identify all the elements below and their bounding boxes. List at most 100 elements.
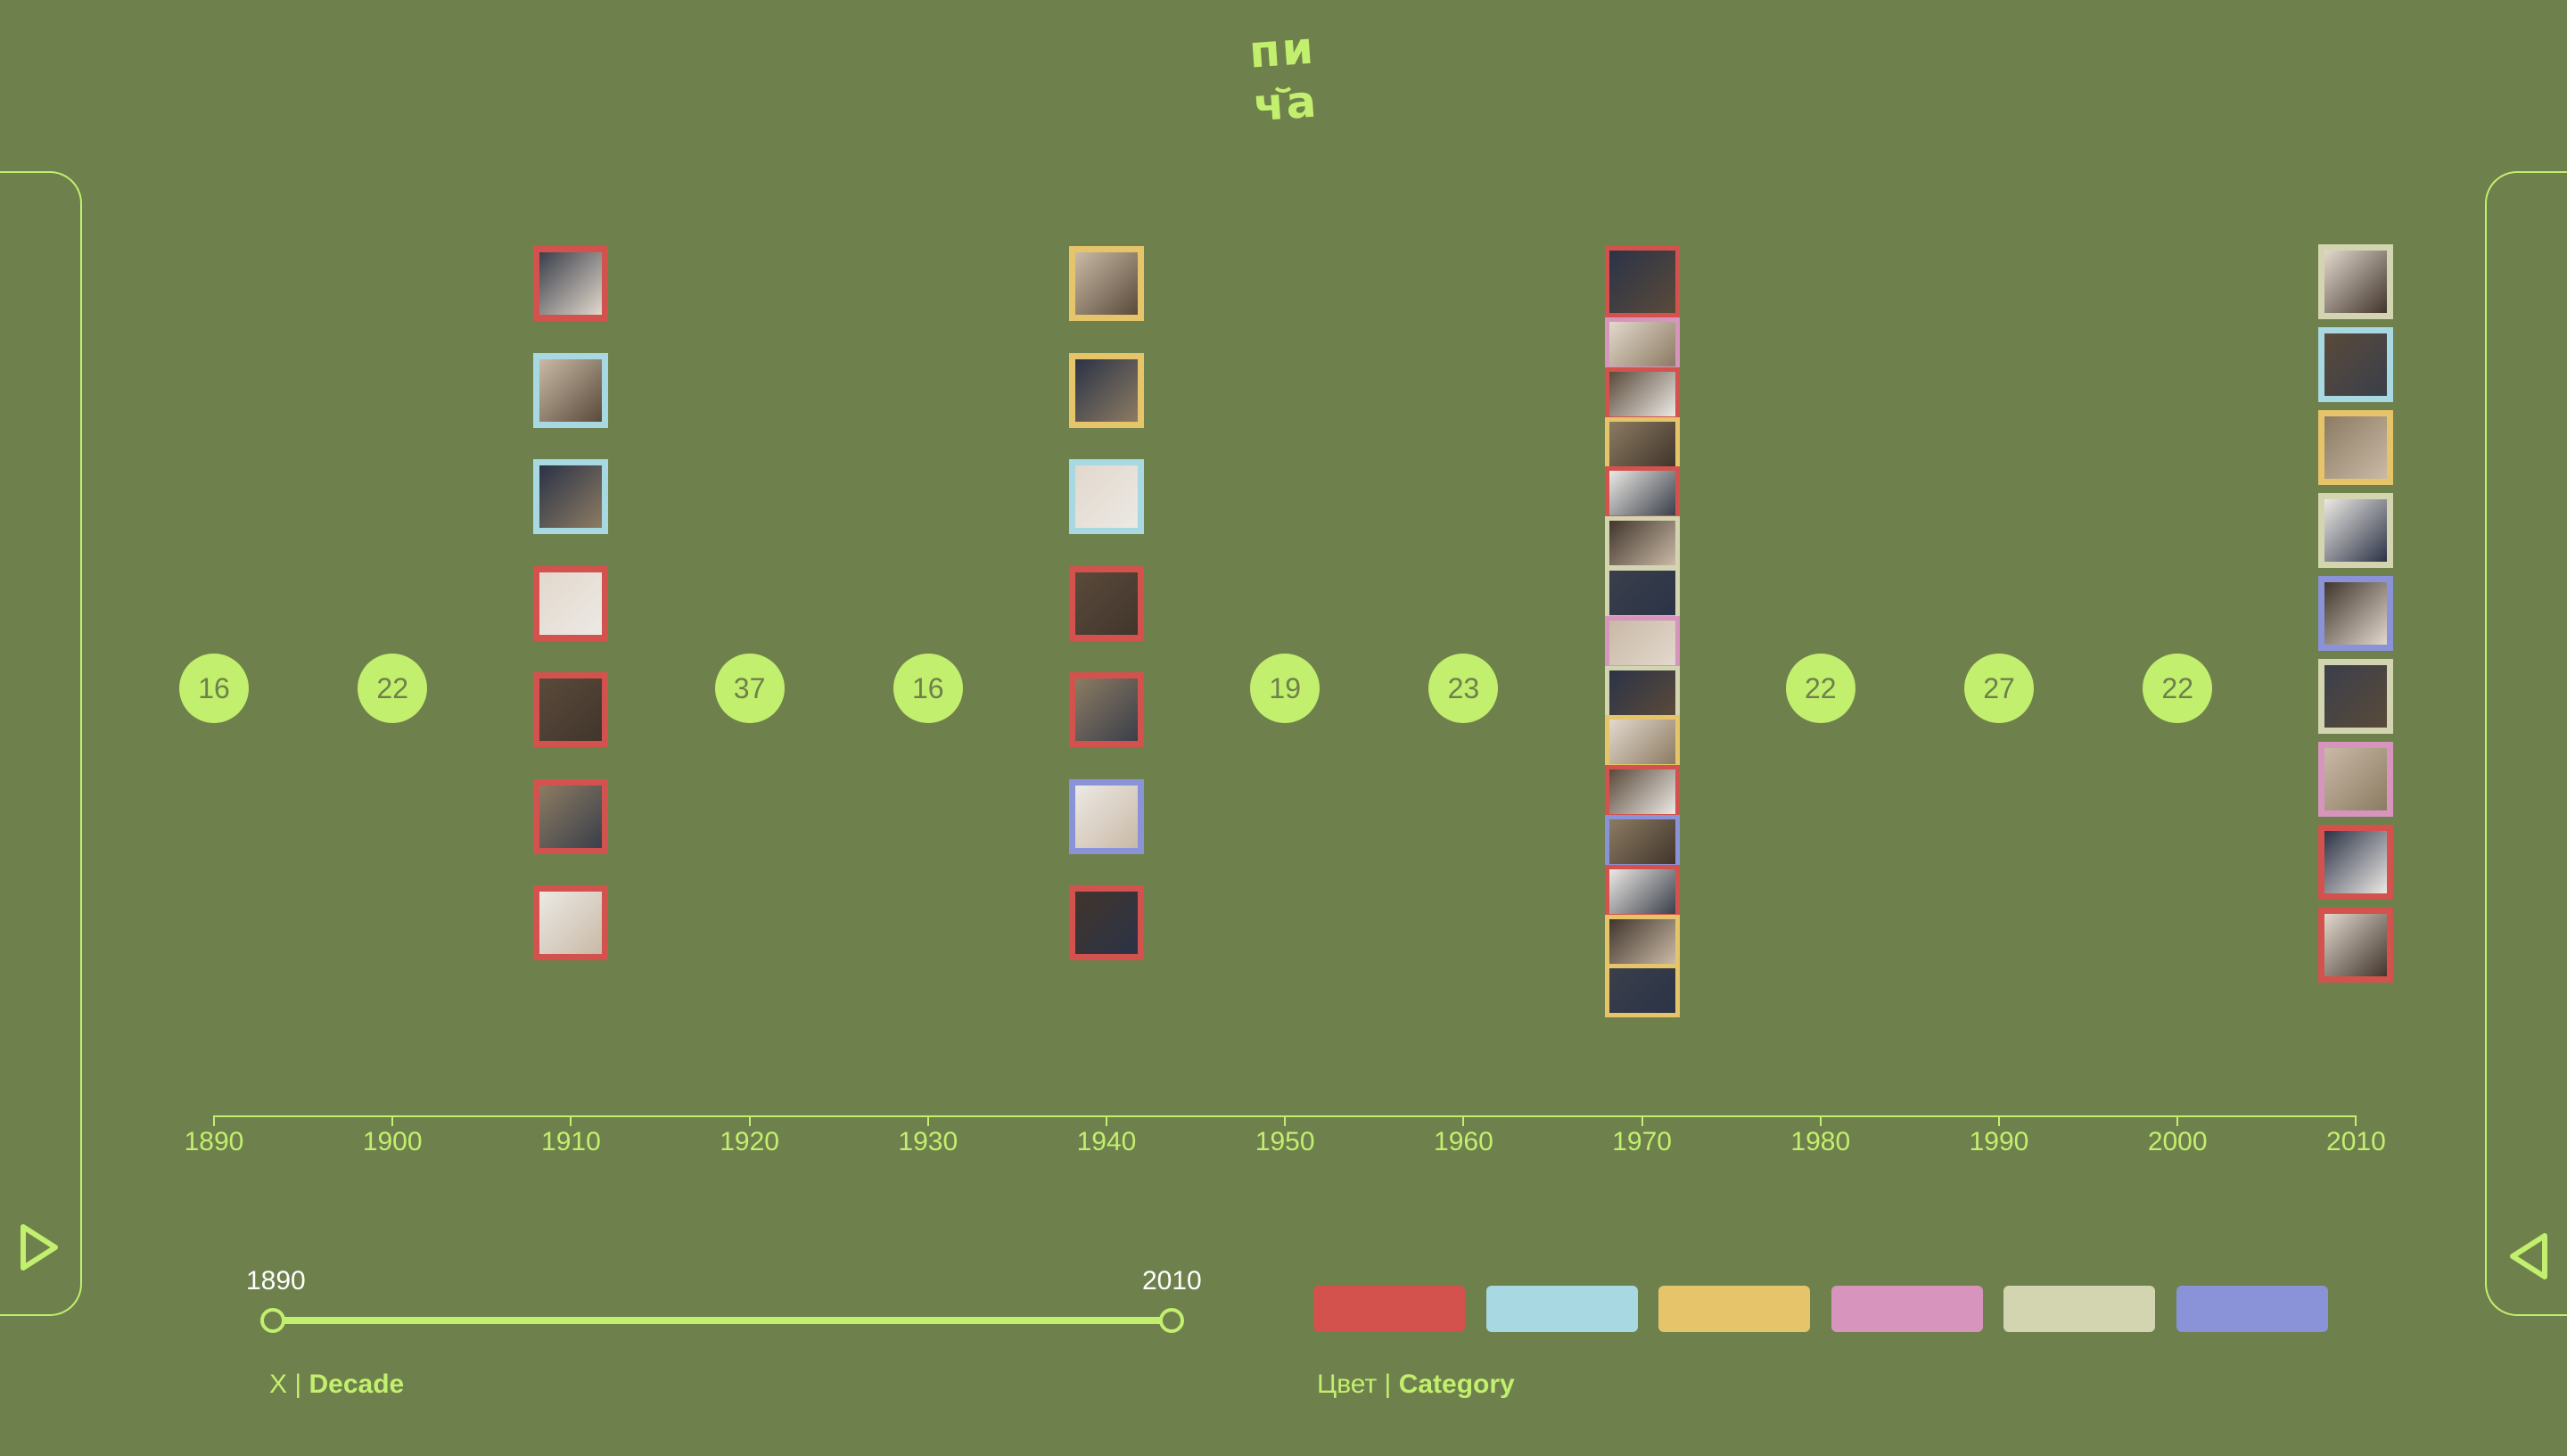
artifact-thumbnail[interactable]: [533, 459, 609, 534]
artifact-image: [1075, 572, 1138, 635]
category-swatch-violet[interactable]: [2176, 1286, 2328, 1332]
decade-count-bubble[interactable]: 27: [1964, 654, 2034, 723]
range-slider-track[interactable]: [273, 1317, 1172, 1324]
category-swatch-red[interactable]: [1313, 1286, 1465, 1332]
artifact-image: [1075, 892, 1138, 954]
artifact-thumbnail[interactable]: [1069, 672, 1144, 747]
artifact-thumbnail[interactable]: [1604, 466, 1680, 521]
decade-count-bubble[interactable]: 19: [1250, 654, 1321, 723]
artifact-thumbnail[interactable]: [1069, 352, 1144, 428]
artifact-image: [539, 358, 603, 422]
x-axis-tick: [926, 1115, 929, 1126]
artifact-image: [1608, 720, 1675, 765]
artifact-thumbnail[interactable]: [533, 778, 609, 854]
x-axis-tick-label: 1890: [184, 1127, 244, 1156]
artifact-thumbnail[interactable]: [2318, 576, 2394, 651]
artifact-thumbnail[interactable]: [1604, 864, 1680, 918]
artifact-thumbnail[interactable]: [1069, 885, 1144, 960]
x-axis-tick: [1284, 1115, 1287, 1126]
artifact-thumbnail[interactable]: [2318, 410, 2394, 485]
prev-arrow-button[interactable]: [2507, 1230, 2550, 1282]
artifact-thumbnail[interactable]: [1604, 416, 1680, 471]
artifact-thumbnail[interactable]: [533, 885, 609, 960]
artifact-thumbnail[interactable]: [1069, 459, 1144, 534]
artifact-thumbnail[interactable]: [1604, 615, 1680, 670]
left-side-panel: [0, 171, 82, 1316]
x-axis-tick: [2176, 1115, 2179, 1126]
x-axis-value: Decade: [309, 1370, 405, 1399]
decade-count-bubble[interactable]: 22: [1785, 654, 1855, 723]
next-arrow-button[interactable]: [18, 1222, 61, 1273]
artifact-thumbnail[interactable]: [1604, 815, 1680, 868]
decade-count-bubble[interactable]: 37: [714, 654, 785, 723]
x-axis-tick: [1819, 1115, 1822, 1126]
range-end-handle[interactable]: [1159, 1308, 1184, 1333]
x-axis-tick-label: 1960: [1434, 1127, 1493, 1156]
artifact-thumbnail[interactable]: [2318, 908, 2394, 983]
artifact-image: [539, 572, 603, 635]
x-axis-tick-label: 1950: [1255, 1127, 1315, 1156]
decade-count-bubble[interactable]: 22: [358, 654, 428, 723]
artifact-image: [1608, 819, 1675, 864]
artifact-thumbnail[interactable]: [2318, 327, 2394, 402]
artifact-image: [539, 679, 603, 741]
decade-count-bubble[interactable]: 16: [893, 654, 963, 723]
artifact-thumbnail[interactable]: [2318, 742, 2394, 817]
artifact-image: [1608, 571, 1675, 615]
decade-count-bubble[interactable]: 16: [179, 654, 249, 723]
logo[interactable]: пи ча: [1222, 22, 1346, 132]
decade-count-bubble[interactable]: 22: [2143, 654, 2213, 723]
artifact-thumbnail[interactable]: [1069, 246, 1144, 321]
artifact-image: [1608, 868, 1675, 914]
artifact-image: [1608, 968, 1675, 1014]
artifact-thumbnail[interactable]: [1604, 566, 1680, 620]
artifact-thumbnail[interactable]: [533, 565, 609, 641]
artifact-thumbnail[interactable]: [533, 672, 609, 747]
color-selector[interactable]: Цвет | Category: [1317, 1370, 1515, 1400]
artifact-thumbnail[interactable]: [1604, 765, 1680, 819]
artifact-thumbnail[interactable]: [1604, 317, 1680, 371]
x-axis-tick: [391, 1115, 394, 1126]
decade-count-bubble[interactable]: 23: [1428, 654, 1499, 723]
x-axis-tick-label: 2000: [2147, 1127, 2208, 1156]
artifact-image: [1608, 322, 1675, 366]
x-axis-tick: [1106, 1115, 1107, 1126]
artifact-image: [1608, 769, 1675, 815]
x-axis-tick-label: 1930: [898, 1127, 959, 1156]
artifact-image: [2324, 499, 2388, 562]
category-swatch-beige[interactable]: [2003, 1286, 2155, 1332]
artifact-thumbnail[interactable]: [2318, 659, 2394, 734]
right-side-panel: [2485, 171, 2567, 1316]
artifact-thumbnail[interactable]: [2318, 825, 2394, 900]
artifact-thumbnail[interactable]: [2318, 244, 2394, 319]
artifact-thumbnail[interactable]: [1069, 778, 1144, 854]
artifact-thumbnail[interactable]: [2318, 493, 2394, 568]
artifact-thumbnail[interactable]: [1604, 914, 1680, 968]
category-swatch-yellow[interactable]: [1658, 1286, 1810, 1332]
artifact-thumbnail[interactable]: [1069, 565, 1144, 641]
artifact-thumbnail[interactable]: [1604, 246, 1680, 317]
category-swatch-pink[interactable]: [1831, 1286, 1983, 1332]
artifact-image: [1608, 421, 1675, 466]
x-axis-tick: [748, 1115, 751, 1126]
artifact-image: [2324, 831, 2388, 893]
x-axis-tick-label: 1990: [1969, 1127, 2029, 1156]
x-axis-selector[interactable]: X | Decade: [269, 1370, 404, 1400]
artifact-thumbnail[interactable]: [1604, 964, 1680, 1018]
x-axis-prefix: X |: [269, 1370, 309, 1399]
artifact-thumbnail[interactable]: [1604, 516, 1680, 571]
x-axis-tick: [570, 1115, 572, 1126]
artifact-image: [2324, 333, 2388, 396]
artifact-thumbnail[interactable]: [1604, 665, 1680, 720]
artifact-image: [1608, 471, 1675, 516]
artifact-image: [1075, 358, 1138, 422]
artifact-thumbnail[interactable]: [1604, 715, 1680, 769]
artifact-image: [539, 892, 603, 954]
artifact-thumbnail[interactable]: [533, 352, 609, 428]
artifact-thumbnail[interactable]: [1604, 366, 1680, 421]
range-start-handle[interactable]: [260, 1308, 285, 1333]
artifact-thumbnail[interactable]: [533, 246, 609, 321]
x-axis-line: [213, 1115, 2355, 1117]
category-swatch-blue[interactable]: [1485, 1286, 1638, 1332]
artifact-image: [1075, 785, 1138, 848]
